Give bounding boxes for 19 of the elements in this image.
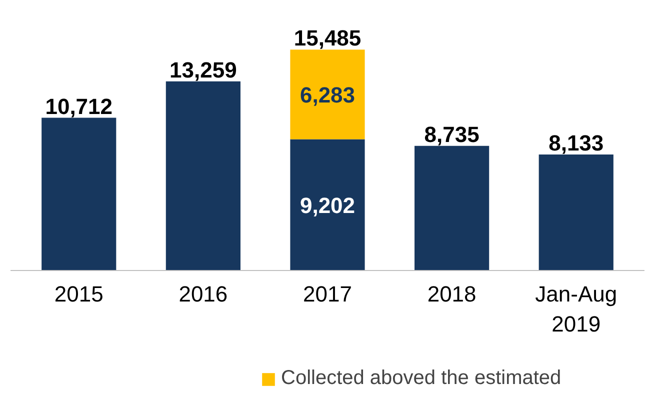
data-label: 8,735 [424,122,480,147]
bar [166,81,240,270]
legend-label: Collected aboved the estimated [281,367,562,390]
bar [414,146,490,270]
data-label: 6,283 [300,82,356,108]
x-tick-label: 2017 [303,282,352,306]
bar [538,154,614,270]
data-label: 9,202 [300,192,356,218]
x-tick-label: 2015 [54,282,104,306]
x-tick-label: 2016 [178,282,228,306]
bar [42,118,116,270]
x-tick-label: Jan-Aug 2019 [535,282,618,336]
bar [290,139,365,270]
data-label: 10,712 [45,94,113,119]
bar [290,50,365,140]
data-label: 13,259 [170,57,237,82]
data-label: 8,133 [548,130,604,156]
total-label: 15,485 [294,26,362,51]
x-tick-label: 2018 [427,282,476,306]
